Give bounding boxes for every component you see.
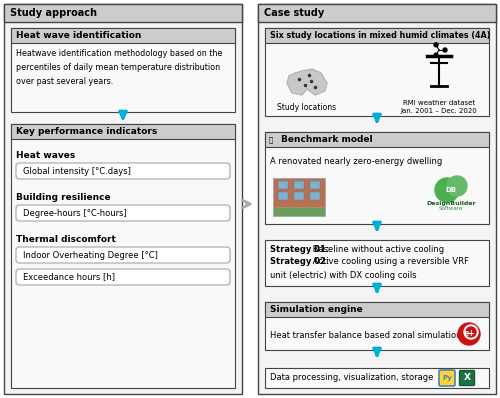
Bar — [11, 28, 235, 43]
Text: Key performance indicators: Key performance indicators — [16, 127, 157, 136]
Text: Software: Software — [439, 207, 463, 211]
Text: X: X — [464, 373, 470, 382]
Text: 📊: 📊 — [269, 136, 273, 143]
Text: RMI weather dataset
Jan. 2001 – Dec. 2020: RMI weather dataset Jan. 2001 – Dec. 202… — [400, 100, 477, 114]
FancyBboxPatch shape — [16, 205, 230, 221]
Polygon shape — [287, 69, 327, 95]
Bar — [273, 207, 325, 216]
Text: unit (electric) with DX cooling coils: unit (electric) with DX cooling coils — [270, 271, 416, 279]
FancyBboxPatch shape — [16, 269, 230, 285]
Circle shape — [447, 176, 467, 196]
Text: Global intensity [°C.days]: Global intensity [°C.days] — [23, 166, 131, 176]
Bar — [265, 302, 489, 317]
Bar — [4, 4, 242, 394]
Bar — [294, 181, 304, 189]
Text: Six study locations in mixed humid climates (4A): Six study locations in mixed humid clima… — [270, 31, 490, 40]
Text: Heat transfer balance based zonal simulation: Heat transfer balance based zonal simula… — [270, 330, 462, 339]
Text: Baseline without active cooling: Baseline without active cooling — [310, 244, 444, 254]
Text: Data processing, visualization, storage: Data processing, visualization, storage — [270, 373, 434, 382]
FancyBboxPatch shape — [16, 163, 230, 179]
Bar — [278, 192, 288, 200]
Bar — [273, 178, 325, 208]
Circle shape — [458, 323, 480, 345]
Bar — [265, 302, 489, 350]
Text: Heat waves: Heat waves — [16, 151, 75, 160]
Text: Heatwave identification methodology based on the
percentiles of daily mean tempe: Heatwave identification methodology base… — [16, 49, 223, 86]
Bar — [265, 132, 489, 147]
Text: Py: Py — [442, 375, 452, 381]
Text: Benchmark model: Benchmark model — [281, 135, 372, 144]
Text: Study approach: Study approach — [10, 8, 97, 18]
Bar — [265, 28, 489, 116]
Circle shape — [464, 325, 478, 339]
Circle shape — [466, 327, 476, 337]
Text: DB: DB — [446, 187, 456, 193]
Text: Study locations: Study locations — [278, 103, 336, 111]
Circle shape — [435, 178, 459, 202]
Bar — [258, 4, 496, 394]
Circle shape — [434, 53, 438, 57]
FancyBboxPatch shape — [460, 371, 474, 386]
Text: Simulation engine: Simulation engine — [270, 305, 363, 314]
Bar — [310, 181, 320, 189]
Bar — [265, 240, 489, 286]
Text: Active cooling using a reversible VRF: Active cooling using a reversible VRF — [310, 258, 468, 267]
Text: Case study: Case study — [264, 8, 324, 18]
Text: Heat wave identification: Heat wave identification — [16, 31, 142, 40]
Bar — [258, 4, 496, 22]
Bar — [265, 132, 489, 224]
FancyBboxPatch shape — [439, 370, 455, 386]
Text: Degree-hours [°C-hours]: Degree-hours [°C-hours] — [23, 209, 127, 217]
Text: e+: e+ — [463, 330, 475, 339]
Text: Building resilience: Building resilience — [16, 193, 110, 202]
Text: Exceedance hours [h]: Exceedance hours [h] — [23, 273, 115, 281]
Text: DesignBuilder: DesignBuilder — [426, 201, 476, 207]
Text: Strategy 01:: Strategy 01: — [270, 244, 329, 254]
Bar — [310, 192, 320, 200]
Bar — [294, 192, 304, 200]
Circle shape — [443, 48, 447, 52]
FancyBboxPatch shape — [16, 247, 230, 263]
Text: Thermal discomfort: Thermal discomfort — [16, 235, 116, 244]
Bar — [265, 28, 489, 43]
Text: A renovated nearly zero-energy dwelling: A renovated nearly zero-energy dwelling — [270, 157, 442, 166]
Text: Strategy 02:: Strategy 02: — [270, 258, 329, 267]
Bar — [265, 368, 489, 388]
Bar — [278, 181, 288, 189]
Circle shape — [434, 43, 438, 47]
Bar — [11, 124, 235, 139]
Bar — [4, 4, 242, 22]
Text: Indoor Overheating Degree [°C]: Indoor Overheating Degree [°C] — [23, 250, 158, 259]
Bar — [11, 28, 235, 112]
Bar — [11, 124, 235, 388]
